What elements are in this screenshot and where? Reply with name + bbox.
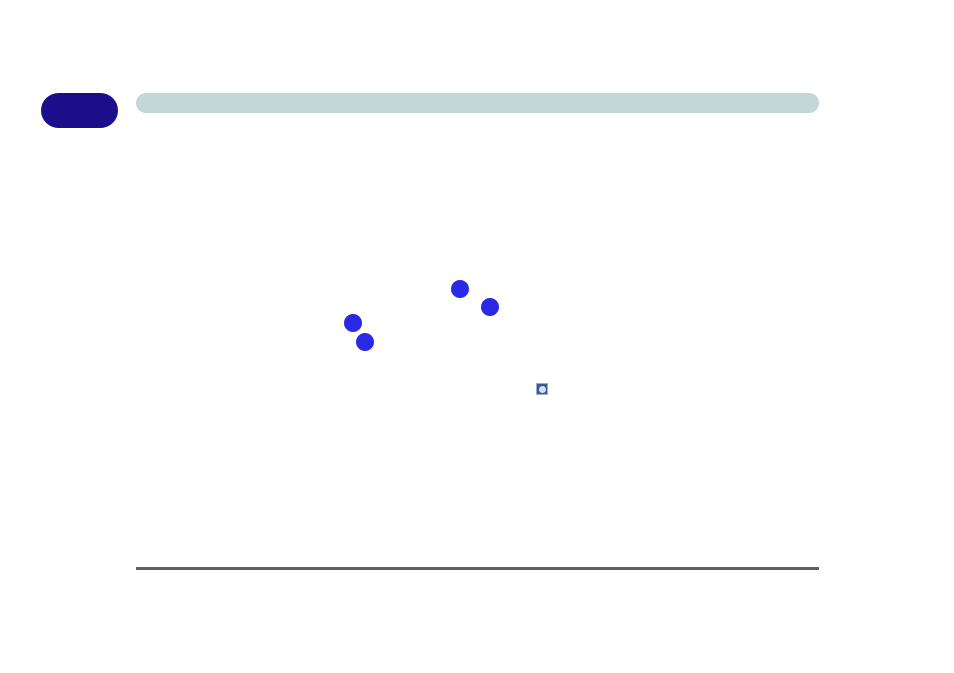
x-axis	[136, 567, 819, 570]
scatter-point	[344, 314, 362, 332]
header-left-pill[interactable]	[41, 93, 118, 128]
highlight-marker-icon	[536, 383, 548, 395]
scatter-point	[481, 298, 499, 316]
scatter-point	[356, 333, 374, 351]
header-right-pill	[136, 93, 819, 113]
scatter-point	[451, 280, 469, 298]
scatter-chart	[136, 130, 819, 565]
highlight-marker-inner	[539, 386, 546, 393]
